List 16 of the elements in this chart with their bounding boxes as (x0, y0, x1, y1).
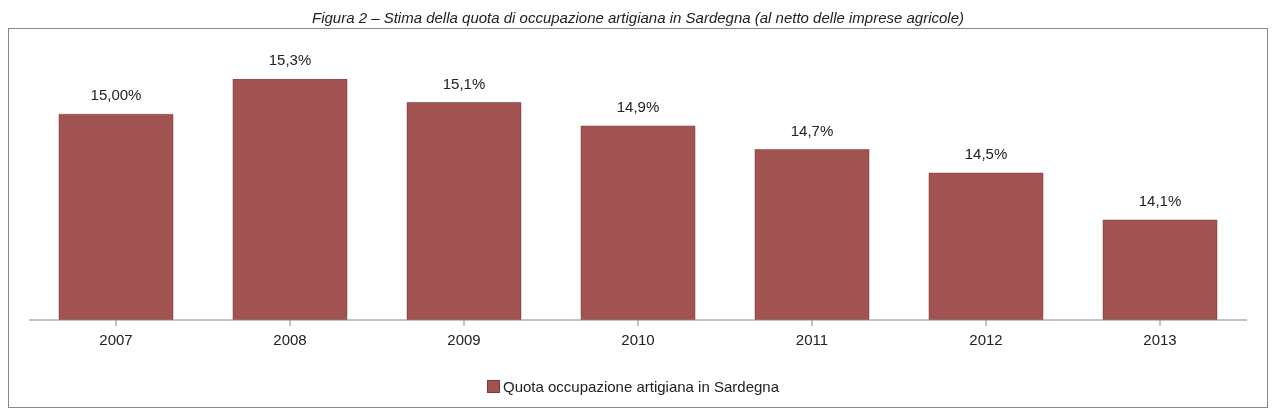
data-label: 14,9% (616, 98, 660, 116)
x-tick-label: 2010 (621, 330, 655, 348)
legend-label: Quota occupazione artigiana in Sardegna (502, 378, 780, 395)
data-label: 15,1% (442, 74, 486, 92)
x-tick-label: 2008 (273, 330, 307, 348)
data-label: 14,1% (1138, 192, 1182, 210)
x-tick-label: 2007 (99, 330, 133, 348)
x-tick-label: 2012 (969, 330, 1003, 348)
x-tick-label: 2011 (795, 330, 829, 348)
data-label: 14,5% (964, 145, 1008, 163)
chart-title: Figura 2 – Stima della quota di occupazione artigiana in Sardegna (al netto delle imprese agricole) (310, 8, 966, 28)
data-label: 15,00% (90, 86, 142, 104)
data-label: 15,3% (268, 51, 312, 68)
x-tick-label: 2013 (1143, 330, 1177, 348)
x-tick-label: 2009 (447, 330, 481, 348)
data-label: 14,7% (790, 121, 834, 139)
